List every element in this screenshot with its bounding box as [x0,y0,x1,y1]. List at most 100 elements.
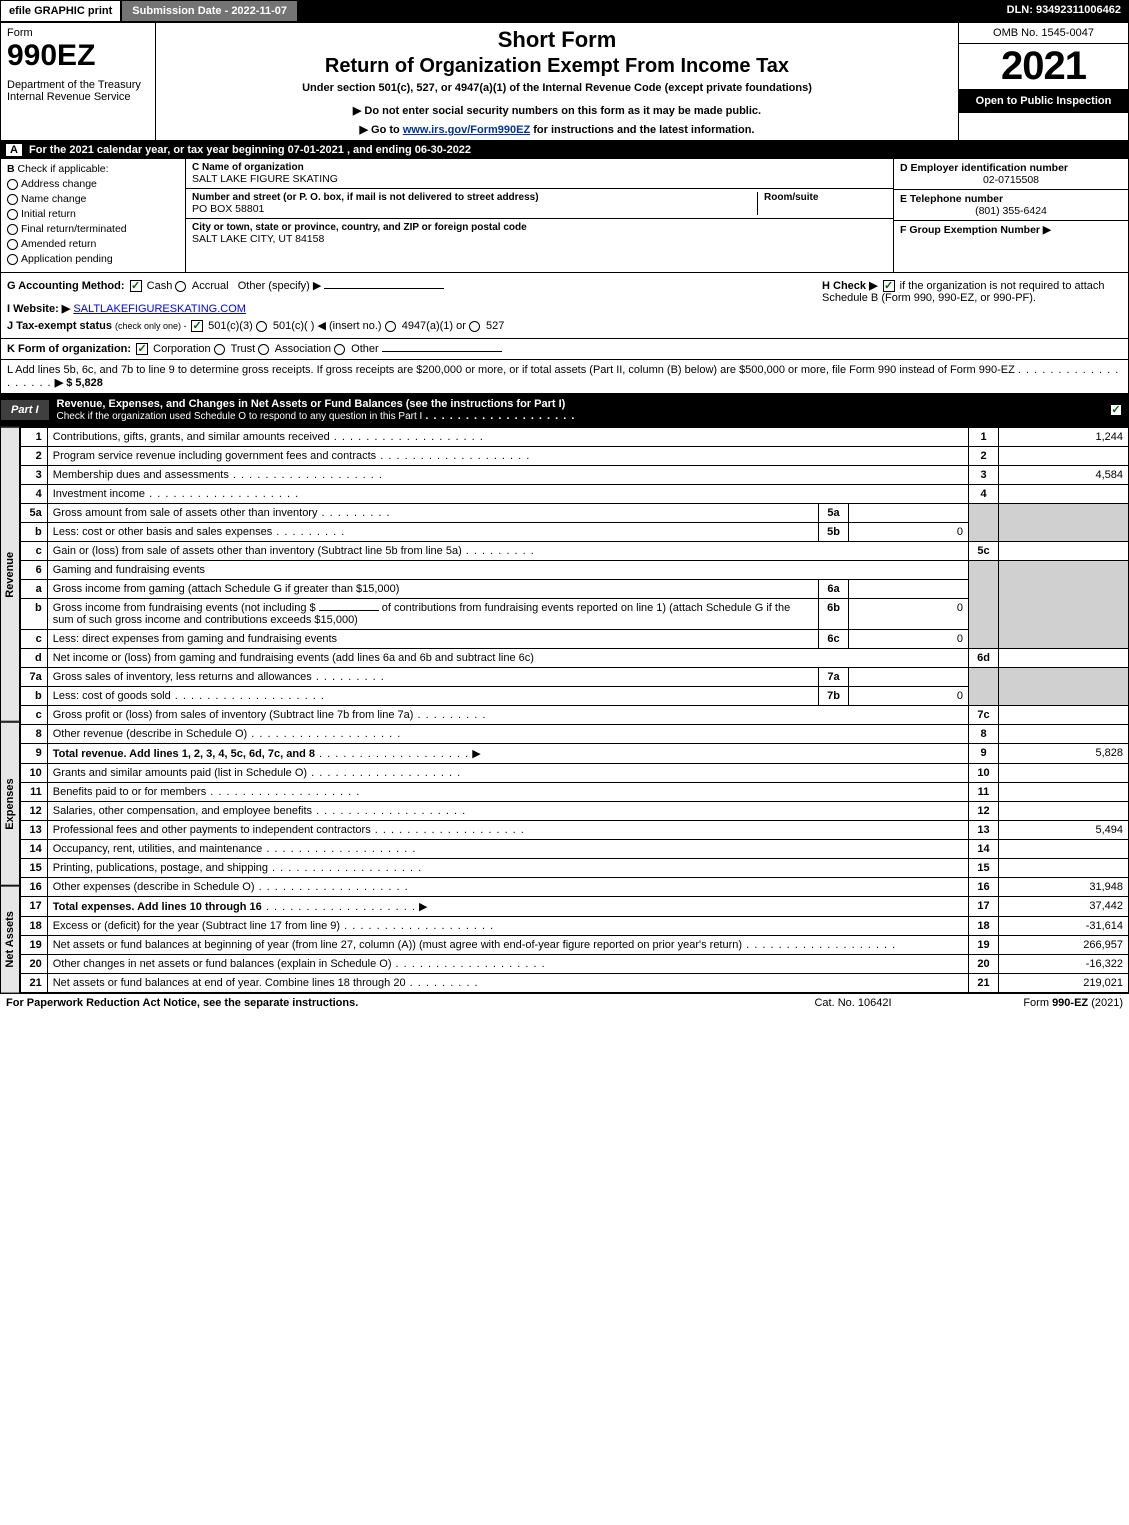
page-footer: For Paperwork Reduction Act Notice, see … [0,993,1129,1012]
cash-checkbox[interactable] [130,280,142,292]
line-11-num: 11 [21,783,48,802]
corporation-checkbox[interactable] [136,343,148,355]
part-1-checkline: Check if the organization used Schedule … [57,411,423,422]
line-12-amount [999,802,1129,821]
application-pending-label: Application pending [21,253,113,265]
501c-checkbox[interactable] [256,321,267,332]
line-5a-minival [849,504,969,523]
part-1-schedule-o-checkbox[interactable] [1110,404,1122,416]
accrual-checkbox[interactable] [175,281,186,292]
line-5a-num: 5a [21,504,48,523]
association-checkbox[interactable] [258,344,269,355]
line-20-col: 20 [969,955,999,974]
line-16-num: 16 [21,878,48,897]
short-form-title: Short Form [164,27,950,53]
other-specify-field[interactable] [324,288,444,289]
application-pending-checkbox[interactable] [7,254,18,265]
line-15-num: 15 [21,859,48,878]
header-info-block: B Check if applicable: Address change Na… [0,159,1129,273]
line-4-num: 4 [21,485,48,504]
col-b-checkboxes: B Check if applicable: Address change Na… [1,159,186,272]
corporation-label: Corporation [153,343,210,355]
line-6b-minilabel: 6b [819,599,849,630]
line-13-num: 13 [21,821,48,840]
association-label: Association [275,343,331,355]
501c3-checkbox[interactable] [191,320,203,332]
line-7b-minival: 0 [849,687,969,706]
other-org-field[interactable] [382,351,502,352]
line-1-desc: Contributions, gifts, grants, and simila… [53,431,330,443]
line-17-arrow: ▶ [419,901,427,913]
line-7a-minival [849,668,969,687]
4947-checkbox[interactable] [385,321,396,332]
row-l-amount: ▶ $ 5,828 [55,377,103,389]
col-def-ein-phone: D Employer identification number 02-0715… [893,159,1128,272]
other-org-checkbox[interactable] [334,344,345,355]
line-19-num: 19 [21,936,48,955]
line-4-amount [999,485,1129,504]
ein-value: 02-0715508 [900,174,1122,186]
efile-print-button[interactable]: efile GRAPHIC print [0,0,121,22]
amended-return-label: Amended return [21,238,96,250]
tax-exempt-label: J Tax-exempt status [7,320,112,332]
4947-label: 4947(a)(1) or [402,320,466,332]
line-8-amount [999,725,1129,744]
line-11-desc: Benefits paid to or for members [53,786,206,798]
line-16-col: 16 [969,878,999,897]
line-12-desc: Salaries, other compensation, and employ… [53,805,312,817]
final-return-label: Final return/terminated [21,223,127,235]
name-change-checkbox[interactable] [7,194,18,205]
line-7b-desc: Less: cost of goods sold [53,690,171,702]
final-return-checkbox[interactable] [7,224,18,235]
line-20-desc: Other changes in net assets or fund bala… [53,958,392,970]
line-13-amount: 5,494 [999,821,1129,840]
website-link[interactable]: SALTLAKEFIGURESKATING.COM [73,303,246,315]
line-9-col: 9 [969,744,999,764]
goto-post: for instructions and the latest informat… [530,124,754,136]
line-8-desc: Other revenue (describe in Schedule O) [53,728,247,740]
line-18-desc: Excess or (deficit) for the year (Subtra… [53,920,340,932]
goto-pre: ▶ Go to [360,124,403,136]
line-7a-desc: Gross sales of inventory, less returns a… [53,671,312,683]
initial-return-checkbox[interactable] [7,209,18,220]
address-change-checkbox[interactable] [7,179,18,190]
dln-label: DLN: 93492311006462 [999,0,1129,22]
line-5c-amount [999,542,1129,561]
line-6a-num: a [21,580,48,599]
irs-link[interactable]: www.irs.gov/Form990EZ [403,124,530,136]
line-20-num: 20 [21,955,48,974]
line-5b-num: b [21,523,48,542]
schedule-b-checkbox[interactable] [883,280,895,292]
form-number: 990EZ [7,39,149,73]
line-15-desc: Printing, publications, postage, and shi… [53,862,268,874]
line-6b-num: b [21,599,48,630]
line-15-amount [999,859,1129,878]
line-14-col: 14 [969,840,999,859]
line-3-col: 3 [969,466,999,485]
org-name-value: SALT LAKE FIGURE SKATING [192,173,887,185]
line-5b-minilabel: 5b [819,523,849,542]
line-2-desc: Program service revenue including govern… [53,450,376,462]
line-6c-num: c [21,630,48,649]
form-of-org-label: K Form of organization: [7,343,131,355]
line-6b-desc1: Gross income from fundraising events (no… [53,602,316,614]
expenses-sidetab: Expenses [0,722,20,886]
website-label: I Website: ▶ [7,303,70,315]
trust-checkbox[interactable] [214,344,225,355]
line-6-num: 6 [21,561,48,580]
part-1-title: Revenue, Expenses, and Changes in Net As… [49,394,1104,426]
top-bar: efile GRAPHIC print Submission Date - 20… [0,0,1129,22]
goto-instructions: ▶ Go to www.irs.gov/Form990EZ for instru… [164,123,950,136]
amended-return-checkbox[interactable] [7,239,18,250]
line-8-col: 8 [969,725,999,744]
line-5a-minilabel: 5a [819,504,849,523]
line-14-desc: Occupancy, rent, utilities, and maintena… [53,843,263,855]
527-checkbox[interactable] [469,321,480,332]
line-8-num: 8 [21,725,48,744]
line-1-num: 1 [21,428,48,447]
line-6a-desc: Gross income from gaming (attach Schedul… [53,583,400,595]
line-6b-contrib-field[interactable] [319,610,379,611]
line-6a-minival [849,580,969,599]
line-6c-minival: 0 [849,630,969,649]
line-6a-minilabel: 6a [819,580,849,599]
